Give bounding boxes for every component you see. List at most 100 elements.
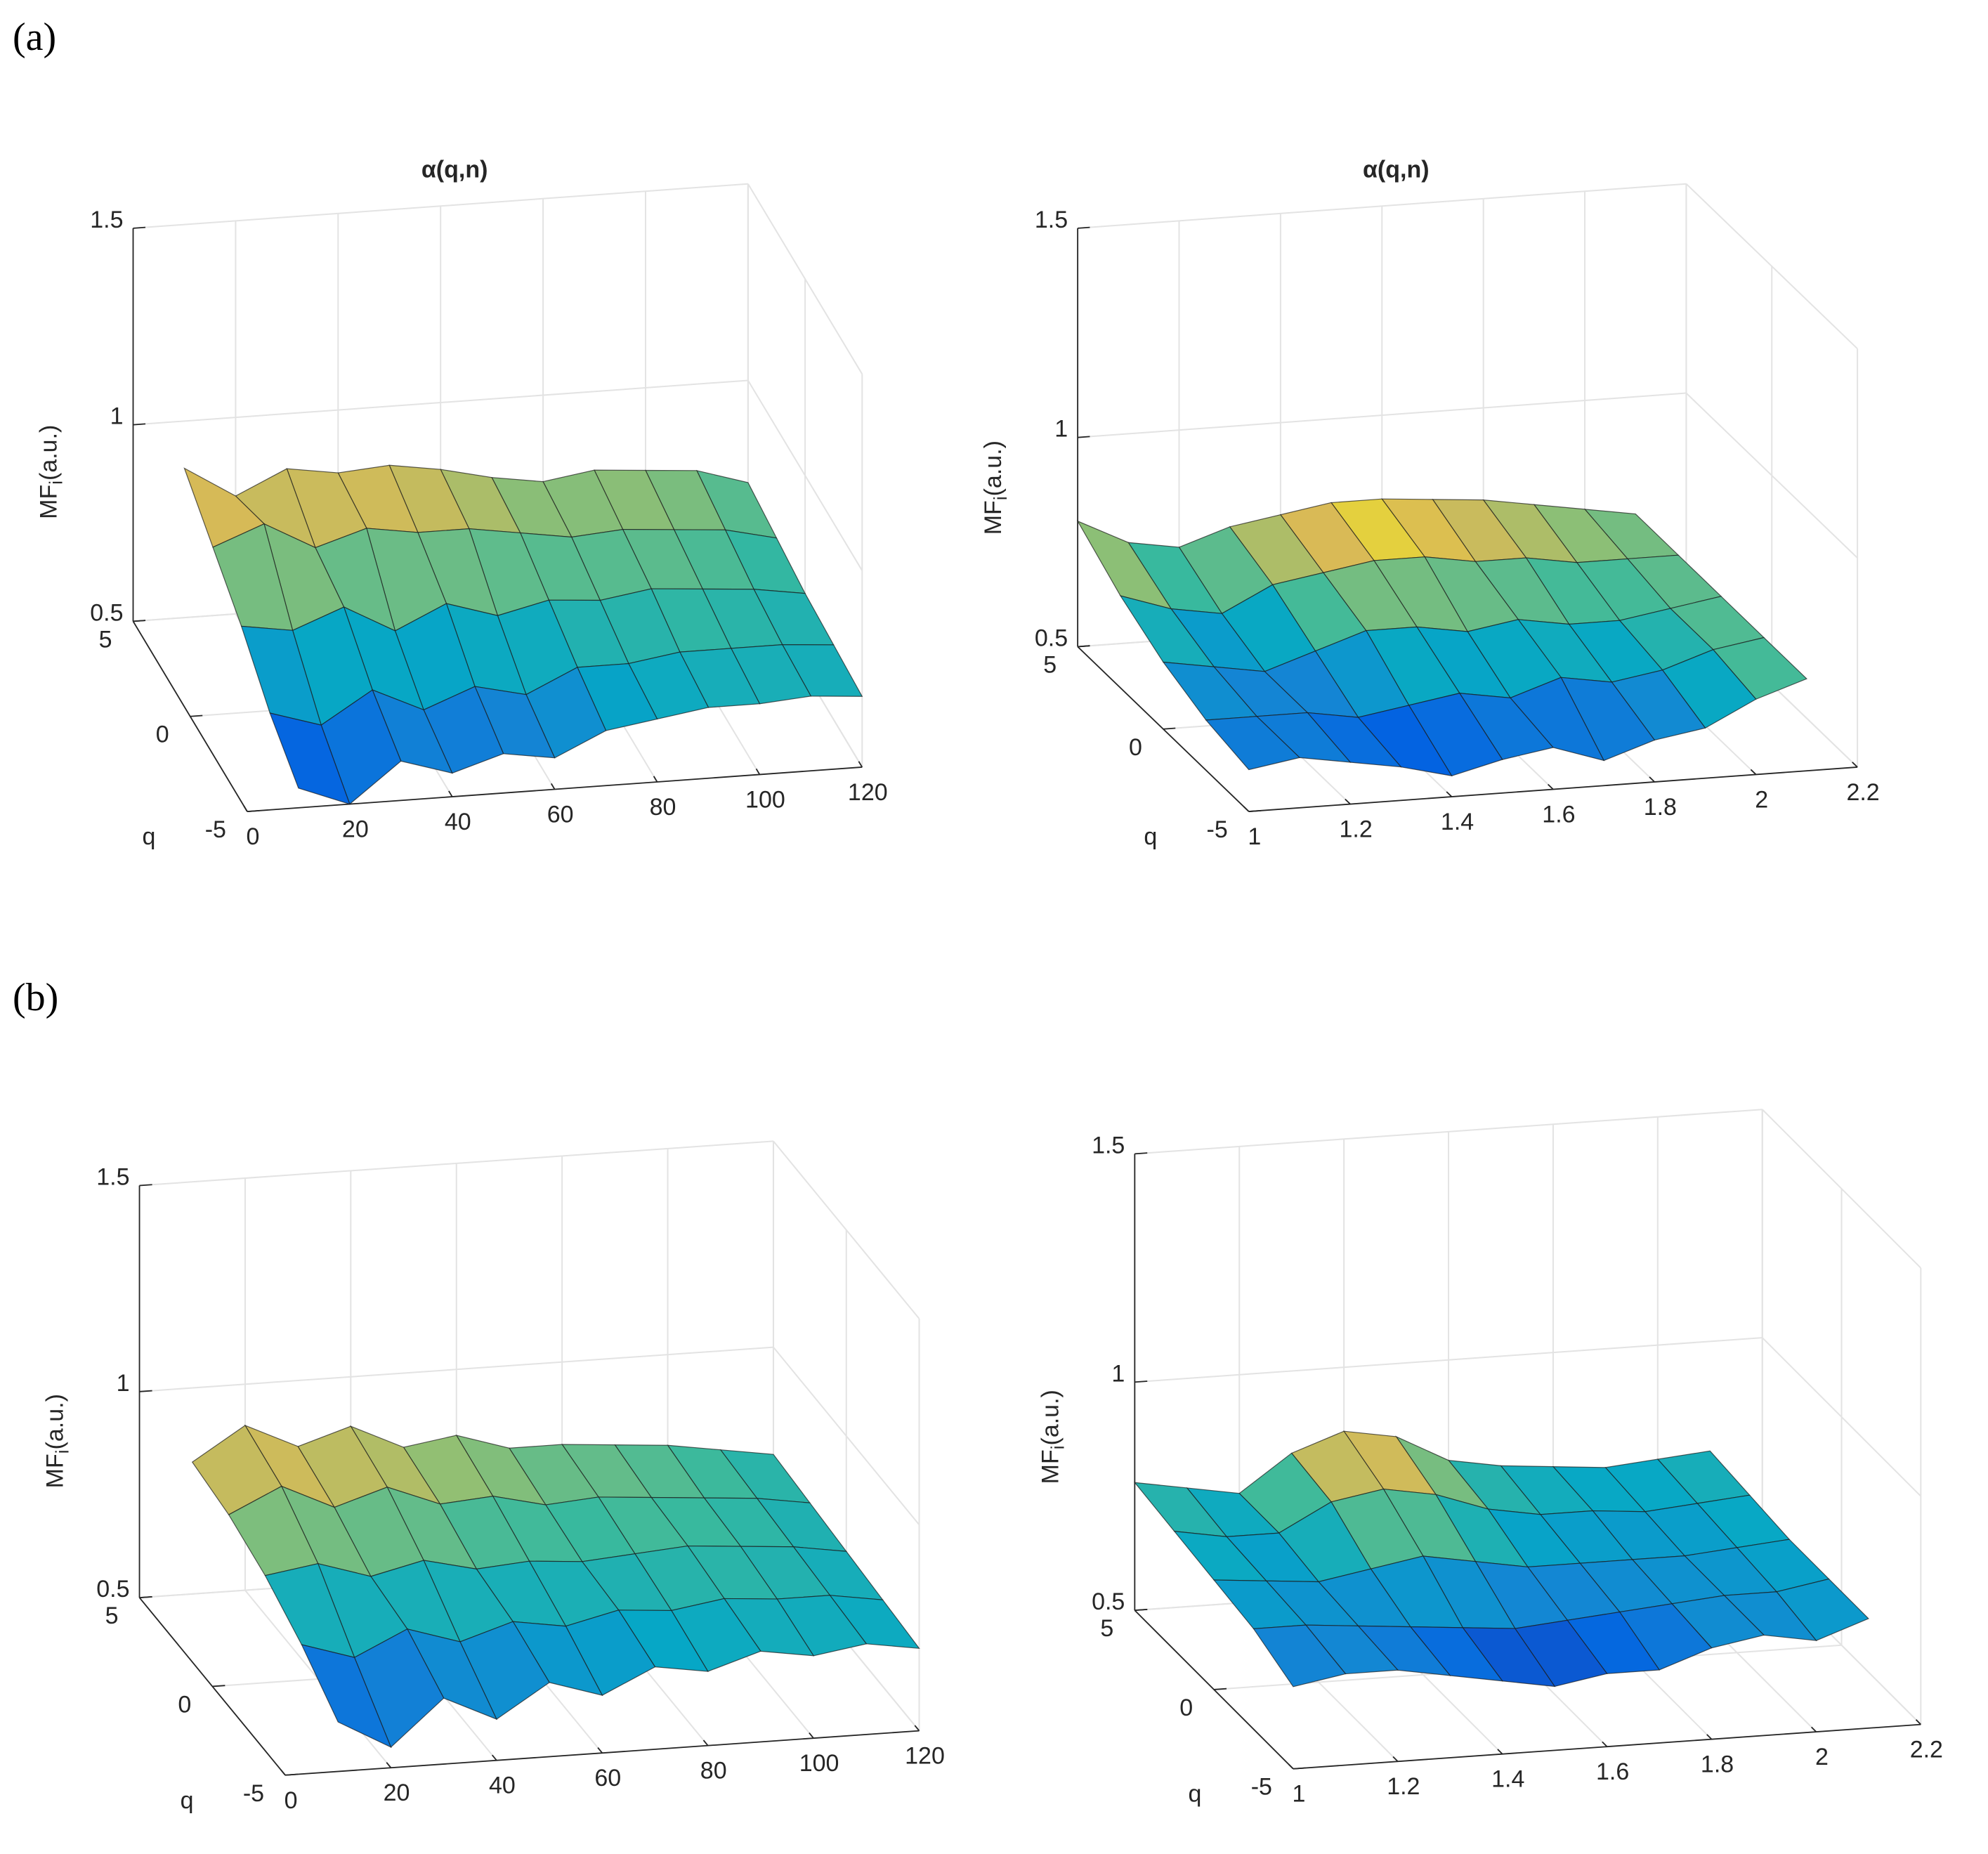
grid-line [1134, 1337, 1763, 1383]
x-tick-label: 120 [905, 1743, 945, 1770]
z-tick-label: 1 [1111, 1360, 1125, 1387]
tick-mark [1134, 1152, 1148, 1155]
tick-mark [1243, 806, 1250, 812]
z-axis-label: MFi(a.u.) [980, 440, 1011, 535]
z-label-sub: i [45, 481, 66, 485]
z-label-unit: (a.u.) [980, 440, 1007, 496]
z-tick-label: 1.5 [96, 1164, 129, 1191]
grid-line [1078, 392, 1687, 438]
y-tick-label: 0 [1129, 734, 1142, 761]
tick-mark [190, 714, 203, 717]
tick-mark [1214, 1687, 1227, 1690]
y-tick-label: 5 [1043, 651, 1057, 678]
x-tick-label: 100 [745, 786, 785, 813]
tick-mark [1811, 1726, 1817, 1732]
y-tick-label: -5 [1207, 816, 1228, 843]
tick-mark [1288, 1763, 1294, 1770]
x-tick-label: 60 [594, 1765, 621, 1791]
x-tick-label: 2 [1755, 786, 1768, 813]
y-axis-label: q [1144, 823, 1157, 850]
surface-patch [1205, 716, 1301, 771]
y-tick-label: 0 [1179, 1695, 1193, 1721]
grid-line [747, 379, 863, 571]
tick-mark [1852, 762, 1858, 768]
tick-mark [1446, 791, 1453, 797]
x-tick-label: 20 [384, 1780, 410, 1806]
surface-patch [269, 712, 351, 805]
grid-line [747, 183, 863, 374]
x-tick-label: 80 [650, 794, 676, 821]
tick-mark [243, 805, 248, 812]
z-label-sub: i [1047, 1445, 1068, 1449]
grid-line [139, 1140, 774, 1187]
x-tick-label: 1.8 [1701, 1751, 1734, 1778]
tick-mark [1078, 436, 1090, 438]
x-tick-label: 2.2 [1846, 779, 1879, 806]
tick-mark [702, 1739, 709, 1747]
x-tick-label: 2.2 [1910, 1737, 1943, 1763]
z-tick-label: 0.5 [1035, 625, 1068, 651]
surface-patch [301, 1644, 392, 1749]
z-label-unit: (a.u.) [1037, 1390, 1064, 1445]
surface-patch [1253, 1624, 1347, 1687]
tick-mark [1134, 1380, 1148, 1383]
tick-mark [914, 1725, 920, 1732]
y-axis-label: q [142, 823, 155, 850]
tick-mark [1392, 1756, 1399, 1762]
z-axis-label: MFi(a.u.) [1037, 1390, 1068, 1484]
z-axis-label: MFi(a.u.) [35, 425, 66, 519]
chart-title: α(q,n) [1363, 156, 1430, 183]
tick-mark [491, 1754, 497, 1761]
tick-mark [755, 768, 761, 775]
x-tick-label: 0 [246, 823, 259, 850]
tick-mark [139, 1390, 152, 1392]
x-tick-label: 40 [445, 809, 471, 835]
grid-line [1134, 1109, 1763, 1155]
y-tick-label: 5 [105, 1602, 119, 1629]
z-tick-label: 1.5 [90, 207, 123, 233]
z-tick-label: 0.5 [96, 1576, 129, 1602]
y-axis-label: q [1188, 1781, 1201, 1808]
x-tick-label: 1.8 [1644, 794, 1677, 821]
x-tick-label: 1.6 [1542, 802, 1575, 828]
grid-line [1762, 1109, 1922, 1269]
grid-line [1762, 1337, 1922, 1497]
grid-line [133, 183, 748, 229]
z-tick-label: 1 [117, 1370, 130, 1397]
y-tick-label: 0 [156, 722, 169, 748]
y-axis-label: q [181, 1787, 194, 1814]
z-label-main: MF [980, 500, 1007, 535]
x-tick-label: 2 [1815, 1744, 1829, 1770]
x-tick-label: 120 [848, 779, 888, 806]
x-tick-label: 60 [547, 802, 574, 828]
chart-title: α(q,n) [421, 156, 488, 183]
z-label-unit: (a.u.) [35, 425, 62, 481]
grid-line [139, 1346, 774, 1392]
x-tick-label: 80 [700, 1758, 727, 1784]
x-tick-label: 1 [1292, 1781, 1305, 1808]
panel-label: (b) [13, 976, 58, 1019]
tick-mark [133, 620, 146, 622]
tick-mark [1649, 776, 1655, 783]
tick-mark [653, 776, 658, 783]
x-tick-label: 1 [1248, 823, 1261, 850]
x-tick-label: 40 [489, 1773, 516, 1799]
z-label-main: MF [1037, 1449, 1064, 1484]
z-tick-label: 0.5 [1092, 1588, 1125, 1615]
tick-mark [1706, 1734, 1713, 1740]
tick-mark [386, 1762, 392, 1768]
z-tick-label: 1.5 [1035, 207, 1068, 233]
z-tick-label: 1 [1054, 416, 1068, 443]
tick-mark [448, 790, 453, 797]
x-tick-label: 100 [799, 1750, 839, 1777]
x-tick-label: 1.6 [1596, 1758, 1629, 1785]
z-label-main: MF [42, 1454, 69, 1488]
x-tick-label: 1.2 [1340, 816, 1373, 843]
grid-line [1078, 183, 1687, 229]
x-tick-label: 20 [342, 816, 369, 843]
grid-line [133, 379, 748, 426]
tick-mark [280, 1769, 286, 1776]
tick-mark [1602, 1741, 1608, 1747]
panel-label: (a) [13, 15, 56, 59]
